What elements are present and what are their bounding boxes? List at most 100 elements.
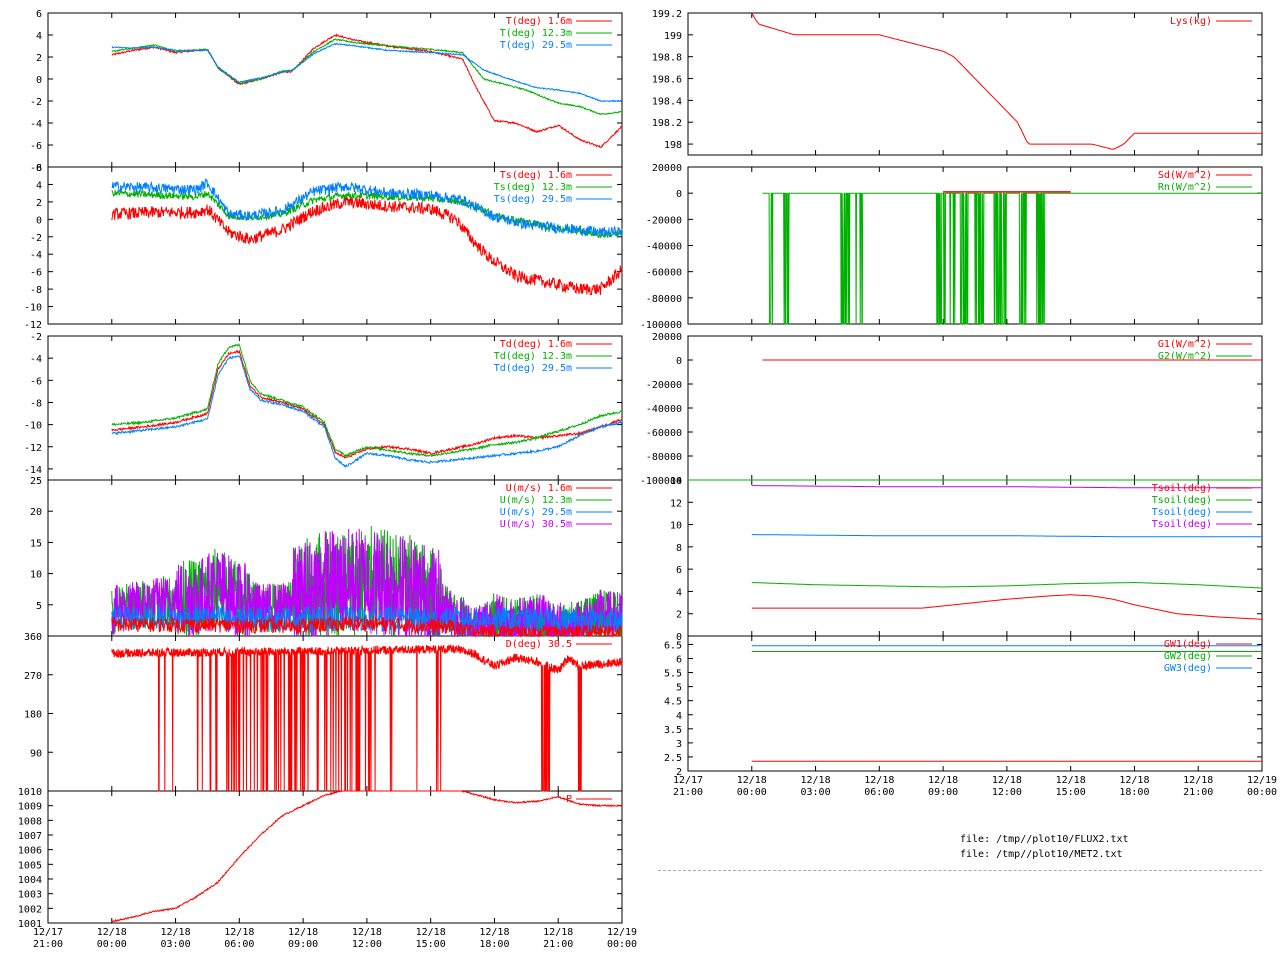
GW-frame: [687, 635, 1263, 772]
GW-xtick-time: 15:00: [1056, 787, 1086, 798]
P-xtick-time: 09:00: [288, 939, 318, 950]
U-ytick-label: 5: [36, 601, 42, 612]
G-legend-label: G2(W/m^2): [1158, 351, 1212, 362]
Tsoil-ytick-label: 0: [676, 632, 682, 643]
GW-ytick-label: 4: [676, 711, 682, 722]
D-ytick-label: 180: [24, 710, 42, 721]
Td-ytick-label: -4: [30, 354, 42, 365]
P-xtick-time: 03:00: [161, 939, 191, 950]
GW-xtick-time: 03:00: [801, 787, 831, 798]
GW-ytick-label: 4.5: [664, 697, 682, 708]
Lys-ytick-label: 198: [664, 140, 682, 151]
Tsoil-ytick-label: 4: [676, 587, 682, 598]
Lys-frame: [687, 12, 1263, 156]
P-xtick-date: 12/18: [352, 927, 382, 938]
Ts-series-blue: [111, 177, 623, 239]
U-series-blue: [111, 605, 623, 634]
GW-xtick-date: 12/18: [1183, 775, 1213, 786]
D-ytick-label: 270: [24, 671, 42, 682]
Ts-ytick-label: -8: [30, 285, 42, 296]
Td-ytick-label: -14: [24, 465, 42, 476]
Rad-ytick-label: 0: [676, 189, 682, 200]
Td-series-green: [111, 343, 623, 458]
D-series-red: [111, 644, 623, 792]
Ts-legend-label: Ts(deg) 12.3m: [494, 182, 572, 193]
P-xtick-date: 12/19: [607, 927, 637, 938]
Ts-ytick-label: 6: [36, 163, 42, 174]
T-legend-label: T(deg) 12.3m: [500, 28, 572, 39]
Ts-frame: [47, 166, 623, 325]
D-legend-label: D(deg) 30.5: [506, 639, 572, 650]
GW-ytick-label: 2.5: [664, 753, 682, 764]
Lys-ytick-label: 198.4: [652, 96, 682, 107]
GW-xtick-time: 00:00: [737, 787, 767, 798]
P-xtick-time: 12:00: [352, 939, 382, 950]
GW-xtick-time: 18:00: [1119, 787, 1149, 798]
Lys-series-red: [751, 12, 1262, 150]
P-xtick-date: 12/18: [288, 927, 318, 938]
GW-xtick-time: 21:00: [1183, 787, 1213, 798]
Ts-legend-label: Ts(deg) 1.6m: [500, 170, 572, 181]
P-ytick-label: 1003: [18, 890, 42, 901]
G-ytick-label: -40000: [646, 404, 682, 415]
G-ytick-label: -100000: [640, 476, 682, 487]
P-ytick-label: 1006: [18, 846, 42, 857]
P-xtick-time: 00:00: [97, 939, 127, 950]
file-label-met: file: /tmp//plot10/MET2.txt: [960, 849, 1123, 860]
GW-xtick-time: 21:00: [673, 787, 703, 798]
GW-xtick-time: 09:00: [928, 787, 958, 798]
T-ytick-label: 4: [36, 31, 42, 42]
Td-legend-label: Td(deg) 29.5m: [494, 363, 572, 374]
Td-legend-label: Td(deg) 12.3m: [494, 351, 572, 362]
U-legend-label: U(m/s) 29.5m: [500, 507, 572, 518]
P-ytick-label: 1008: [18, 816, 42, 827]
Td-ytick-label: -12: [24, 443, 42, 454]
Lys-ytick-label: 199: [664, 31, 682, 42]
Tsoil-ytick-label: 12: [670, 498, 682, 509]
P-xtick-date: 12/18: [224, 927, 254, 938]
Td-legend-label: Td(deg) 1.6m: [500, 339, 572, 350]
Tsoil-legend-label: Tsoil(deg): [1152, 495, 1212, 506]
Rad-ytick-label: -40000: [646, 242, 682, 253]
G-ytick-label: -80000: [646, 452, 682, 463]
P-xtick-date: 12/18: [416, 927, 446, 938]
P-legend-label: P: [566, 794, 572, 805]
GW-ytick-label: 5: [676, 683, 682, 694]
Lys-ytick-label: 198.8: [652, 53, 682, 64]
Ts-ytick-label: -12: [24, 320, 42, 331]
Tsoil-legend-label: Tsoil(deg): [1152, 507, 1212, 518]
P-xtick-time: 21:00: [543, 939, 573, 950]
U-ytick-label: 25: [30, 476, 42, 487]
U-series-red: [111, 616, 622, 638]
file-label-flux: file: /tmp//plot10/FLUX2.txt: [960, 834, 1129, 845]
Tsoil-ytick-label: 6: [676, 565, 682, 576]
P-ytick-label: 1004: [18, 875, 42, 886]
GW-xtick-date: 12/18: [864, 775, 894, 786]
Td-ytick-label: -8: [30, 398, 42, 409]
P-xtick-date: 12/18: [161, 927, 191, 938]
Td-ytick-label: -6: [30, 376, 42, 387]
P-ytick-label: 1009: [18, 802, 42, 813]
P-xtick-time: 15:00: [416, 939, 446, 950]
Tsoil-ytick-label: 10: [670, 521, 682, 532]
GW-ytick-label: 2: [676, 767, 682, 778]
P-series-red: [111, 790, 623, 923]
GW-legend-label: GW2(deg): [1164, 651, 1212, 662]
U-legend-label: U(m/s) 30.5m: [500, 519, 572, 530]
Lys-ytick-label: 198.2: [652, 118, 682, 129]
Lys-ytick-label: 199.2: [652, 9, 682, 20]
P-xtick-date: 12/17: [33, 927, 63, 938]
T-ytick-label: -4: [30, 119, 42, 130]
Rad-legend-label: Rn(W/m^2): [1158, 182, 1212, 193]
Tsoil-ytick-label: 8: [676, 543, 682, 554]
T-ytick-label: 0: [36, 75, 42, 86]
P-ytick-label: 1002: [18, 904, 42, 915]
Rad-legend-label: Sd(W/m^2): [1158, 170, 1212, 181]
Tsoil-series-green: [751, 582, 1262, 589]
Rad-ytick-label: 20000: [652, 163, 682, 174]
P-xtick-time: 18:00: [479, 939, 509, 950]
G-legend-label: G1(W/m^2): [1158, 339, 1212, 350]
GW-ytick-label: 6: [676, 655, 682, 666]
GW-xtick-date: 12/19: [1247, 775, 1277, 786]
T-series-red: [111, 33, 623, 149]
